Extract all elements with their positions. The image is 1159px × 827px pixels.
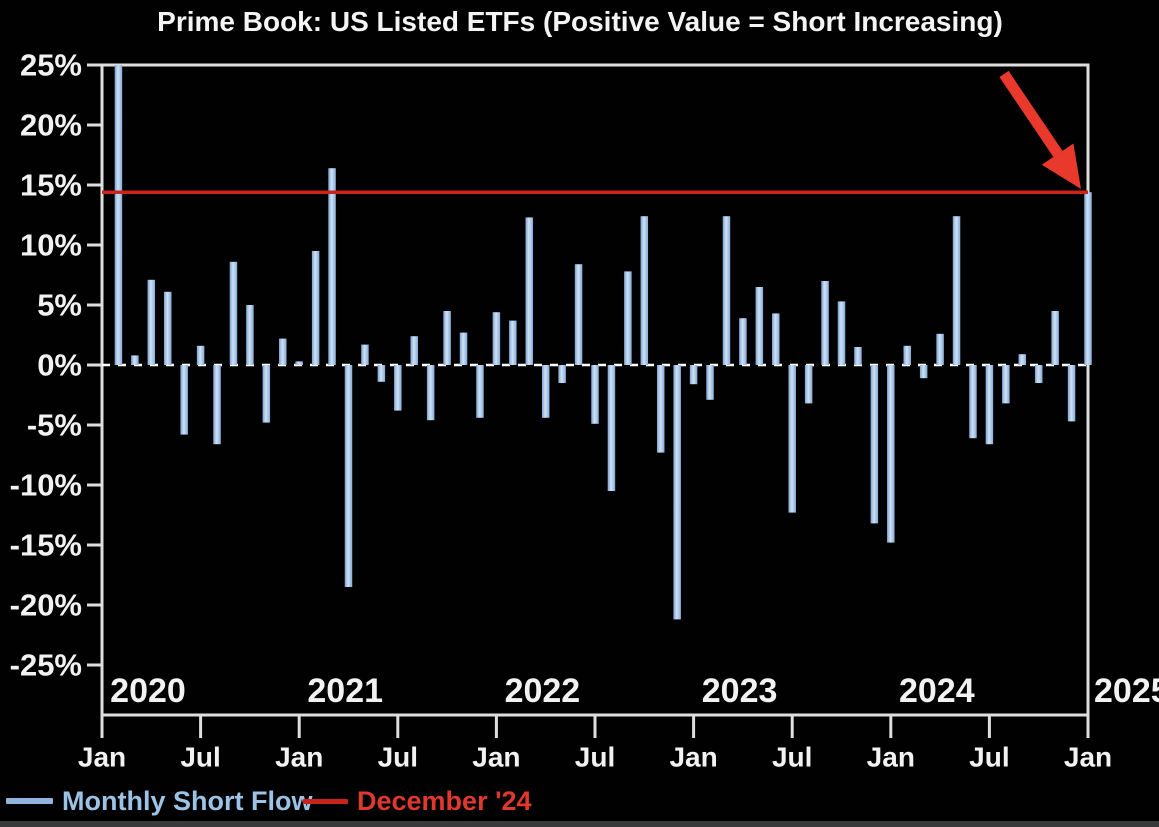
monthly-short-flow-bar (459, 332, 468, 365)
monthly-short-flow-bar (640, 216, 649, 365)
x-axis-month-label: Jan (472, 742, 520, 773)
monthly-short-flow-bar (673, 365, 681, 620)
monthly-short-flow-bar (394, 365, 402, 411)
monthly-short-flow-bar (163, 291, 172, 365)
year-label: 2022 (505, 672, 581, 710)
monthly-short-flow-bar (361, 344, 369, 365)
december-24-line-swatch (303, 799, 348, 804)
monthly-short-flow-bar (344, 365, 353, 587)
monthly-short-flow-bar (147, 279, 156, 365)
monthly-short-flow-bar (1084, 192, 1092, 365)
monthly-short-flow-bar (574, 264, 583, 365)
monthly-short-flow-bar (722, 216, 731, 365)
y-axis-label: 20% (20, 108, 82, 143)
y-axis-label: 15% (20, 168, 82, 203)
monthly-short-flow-bar (919, 365, 928, 379)
monthly-short-flow-bar (706, 365, 714, 400)
monthly-short-flow-bar (591, 365, 599, 424)
monthly-short-flow-bar (821, 281, 829, 365)
monthly-short-flow-bar (607, 365, 616, 491)
y-axis-label: -5% (27, 408, 82, 443)
monthly-short-flow-bar (936, 333, 944, 365)
chart-legend: Monthly Short Flow December '24 (0, 779, 1159, 823)
december-24-legend-label: December '24 (357, 786, 532, 816)
monthly-short-flow-bar (903, 345, 911, 365)
annotation-arrow-head (1041, 143, 1081, 189)
monthly-short-flow-bar (739, 318, 747, 365)
monthly-short-flow-bar (328, 168, 336, 365)
monthly-short-flow-bar (1051, 311, 1059, 365)
monthly-short-flow-bar (772, 313, 780, 365)
monthly-short-flow-bar (311, 251, 320, 365)
x-axis-month-label: Jan (867, 742, 915, 773)
x-axis-month-label: Jul (180, 742, 220, 773)
monthly-short-flow-bar (213, 365, 221, 445)
monthly-short-flow-bar (279, 338, 287, 365)
monthly-short-flow-bar (131, 355, 139, 365)
y-axis-label: -10% (10, 468, 82, 503)
monthly-short-flow-bar (410, 336, 418, 365)
monthly-short-flow-bar (1067, 365, 1076, 422)
monthly-short-flow-bar (689, 365, 698, 385)
monthly-short-flow-line-swatch (6, 798, 53, 804)
monthly-short-flow-bar (837, 301, 846, 365)
x-axis-month-label: Jan (669, 742, 717, 773)
monthly-short-flow-bar (870, 365, 879, 524)
monthly-short-flow-bar (985, 365, 994, 445)
x-axis-month-label: Jan (1064, 742, 1112, 773)
year-label: 2020 (110, 672, 186, 710)
y-axis-label: 25% (20, 48, 82, 83)
monthly-short-flow-bar (262, 365, 271, 423)
monthly-short-flow-bar (246, 305, 254, 365)
x-axis-month-label: Jan (275, 742, 323, 773)
monthly-short-flow-bar (755, 287, 764, 365)
year-label: 2024 (899, 672, 975, 710)
monthly-short-flow-bar (295, 361, 303, 365)
y-axis-label: -20% (10, 588, 82, 623)
monthly-short-flow-bar (887, 365, 895, 543)
monthly-short-flow-bar (196, 345, 205, 365)
x-axis-month-label: Jul (378, 742, 418, 773)
chart-title: Prime Book: US Listed ETFs (Positive Val… (157, 6, 1003, 37)
monthly-short-flow-bar (476, 365, 484, 418)
monthly-short-flow-bar (788, 365, 796, 513)
monthly-short-flow-bar (114, 65, 123, 365)
year-label: 2021 (307, 672, 383, 710)
monthly-short-flow-bar (624, 271, 632, 365)
y-axis-label: 0% (37, 348, 82, 383)
monthly-short-flow-bar (426, 365, 435, 421)
year-label-2025: 2025 (1094, 672, 1159, 710)
monthly-short-flow-bar (854, 347, 862, 365)
monthly-short-flow-bar (804, 365, 813, 404)
year-label: 2023 (702, 672, 778, 710)
monthly-short-flow-bar (656, 365, 665, 453)
monthly-short-flow-bar (969, 365, 977, 439)
monthly-short-flow-bar (492, 312, 501, 365)
monthly-short-flow-bar (952, 216, 961, 365)
y-axis-label: -25% (10, 648, 82, 683)
monthly-short-flow-bar (509, 320, 517, 365)
monthly-short-flow-bar (1034, 365, 1043, 383)
bottom-edge-strip (0, 821, 1159, 827)
x-axis-month-label: Jul (772, 742, 812, 773)
x-axis-month-label: Jan (78, 742, 126, 773)
monthly-short-flow-legend-label: Monthly Short Flow (62, 786, 313, 816)
monthly-short-flow-bar (558, 365, 566, 383)
y-axis-label: -15% (10, 528, 82, 563)
monthly-short-flow-bar (443, 311, 451, 365)
monthly-short-flow-bar (525, 217, 534, 365)
annotation-arrow-shaft (999, 70, 1063, 158)
monthly-short-flow-bar (541, 365, 550, 418)
monthly-short-flow-bar (1018, 354, 1027, 365)
monthly-short-flow-bar (180, 365, 188, 435)
y-axis-label: 10% (20, 228, 82, 263)
monthly-short-flow-bar (229, 261, 238, 365)
y-axis-label: 5% (37, 288, 82, 323)
monthly-short-flow-bar (377, 365, 386, 382)
x-axis-month-label: Jul (969, 742, 1009, 773)
x-axis-month-label: Jul (575, 742, 615, 773)
monthly-short-flow-bar (1002, 365, 1010, 404)
